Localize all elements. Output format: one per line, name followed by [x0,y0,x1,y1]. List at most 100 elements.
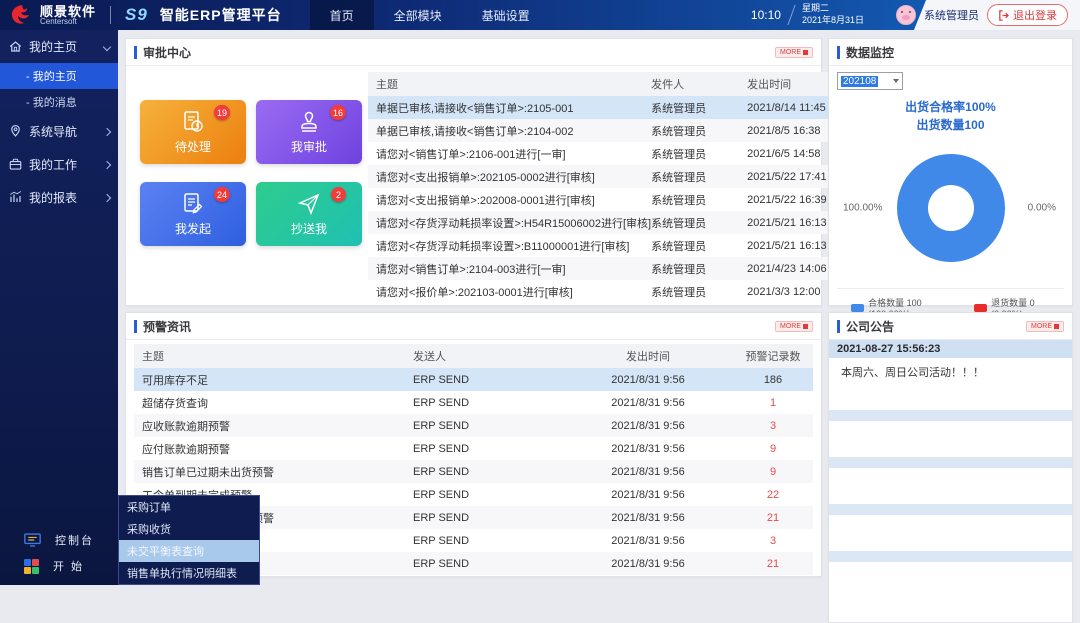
approval-table-row[interactable]: 请您对<支出报销单>:202008-0001进行[审核] 系统管理员 2021/… [368,188,851,211]
approval-table-row[interactable]: 单据已审核,请接收<销售订单>:2104-002 系统管理员 2021/8/5 … [368,119,851,142]
approval-table-row[interactable]: 请您对<存货浮动耗损率设置>:H54R15006002进行[审核] 系统管理员 … [368,211,851,234]
donut-chart: 100.00% 0.00% [837,138,1064,278]
chevron-right-icon [103,193,111,201]
logo-divider [110,6,111,24]
announcement-content[interactable]: 本周六、周日公司活动！！！ [829,358,1072,406]
current-date: 2021年8月31日 [802,15,864,27]
period-select[interactable]: 202108 [837,72,903,90]
start-icon [24,559,39,574]
donut-right-label: 0.00% [1028,203,1056,214]
brand-name: 顺景软件 [40,5,96,18]
sidebar-subitem-my-messages[interactable]: - 我的消息 [0,89,118,115]
announcements-panel: 公司公告 MORE 2021-08-27 15:56:23 本周六、周日公司活动… [828,312,1073,623]
top-header: 顺景软件 Centersoft S9 智能ERP管理平台 首页 全部模块 基础设… [0,0,1080,30]
tile-my-approvals[interactable]: 我审批 16 [256,100,362,164]
badge-count: 2 [331,187,346,202]
tile-pending[interactable]: 待处理 19 [140,100,246,164]
more-button[interactable]: MORE [1026,321,1064,332]
sidebar-taskbar: 控制台 开 始 [0,527,118,579]
brand-logo: 顺景软件 Centersoft S9 智能ERP管理平台 [0,3,282,27]
popup-menu-item[interactable]: 销售单执行情况明细表 [119,562,259,584]
more-button[interactable]: MORE [775,321,813,332]
platform-title: 智能ERP管理平台 [160,5,282,25]
data-monitor-panel: 数据监控 202108 出货合格率100% 出货数量100 100.00% 0.… [828,38,1073,306]
sidebar-item-my-reports[interactable]: 我的报表 [0,181,118,214]
approval-center-panel: 审批中心 MORE 待处理 19 [125,38,822,306]
document-clock-icon [180,109,206,135]
more-icon [803,324,808,329]
logout-button[interactable]: 退出登录 [987,4,1068,26]
popup-menu-item[interactable]: 未交平衡表查询 [119,540,259,562]
sidebar-subitem-my-home[interactable]: - 我的主页 [0,63,118,89]
panel-accent [134,320,137,333]
user-area: 系统管理员 退出登录 [896,0,1080,30]
header-bar: 顺景软件 Centersoft S9 智能ERP管理平台 首页 全部模块 基础设… [0,0,898,30]
panel-title: 审批中心 [143,44,191,61]
time-divider [787,5,795,25]
announcement-empty-slot [829,410,1072,421]
nav-tab-settings[interactable]: 基础设置 [462,0,550,30]
pass-rate-stat: 出货合格率100% [837,98,1064,116]
donut-ring [897,154,1005,262]
nav-tab-home[interactable]: 首页 [310,0,374,30]
warnings-table-row[interactable]: 超储存货查询 ERP SEND 2021/8/31 9:56 1 [134,391,813,414]
badge-count: 19 [214,105,230,120]
nav-tab-modules[interactable]: 全部模块 [374,0,462,30]
paper-plane-icon [296,191,322,217]
approval-table-row[interactable]: 单据已审核,请接收<销售订单>:2105-001 系统管理员 2021/8/14… [368,96,851,119]
approval-table-row[interactable]: 请您对<报价单>:202103-0001进行[审核] 系统管理员 2021/3/… [368,280,851,303]
badge-count: 24 [214,187,230,202]
announcement-empty-slot [829,504,1072,515]
panel-accent [837,46,840,59]
sidebar-item-my-home[interactable]: 我的主页 [0,30,118,63]
more-icon [1054,324,1059,329]
quick-menu-popup: 采购订单 采购收货 未交平衡表查询 销售单执行情况明细表 [118,495,260,585]
warnings-table-row[interactable]: 应付账款逾期预警 ERP SEND 2021/8/31 9:56 9 [134,437,813,460]
console-button[interactable]: 控制台 [0,527,118,553]
start-button[interactable]: 开 始 [0,553,118,579]
legend-swatch-red [974,304,987,312]
approval-table-row[interactable]: 请您对<存货浮动耗损率设置>:B11000001进行[审核] 系统管理员 202… [368,234,851,257]
warnings-table-header: 主题 发送人 发出时间 预警记录数 [134,344,813,368]
centersoft-logo-icon [8,3,34,27]
chevron-right-icon [103,160,111,168]
document-edit-icon [180,191,206,217]
approval-table: 主题 发件人 发出时间 单据已审核,请接收<销售订单>:2105-001 系统管… [368,72,865,303]
main-content: 审批中心 MORE 待处理 19 [118,30,1080,585]
panel-accent [134,46,137,59]
legend-swatch-blue [851,304,864,312]
popup-menu-item[interactable]: 采购收货 [119,518,259,540]
current-time: 10:10 [751,8,781,22]
approval-tiles: 待处理 19 我审批 16 [140,100,362,303]
approval-table-row[interactable]: 请您对<销售订单>:2106-001进行[一审] 系统管理员 2021/6/5 … [368,142,851,165]
panel-title: 预警资讯 [143,318,191,335]
panel-title: 数据监控 [846,44,894,61]
chevron-down-icon [103,42,111,50]
shipment-qty-stat: 出货数量100 [837,116,1064,134]
warnings-table-row[interactable]: 销售订单已过期未出货预警 ERP SEND 2021/8/31 9:56 9 [134,460,813,483]
brand-subtitle: Centersoft [40,18,96,26]
stamp-icon [296,109,322,135]
sidebar-item-system-nav[interactable]: 系统导航 [0,115,118,148]
tile-initiated-by-me[interactable]: 我发起 24 [140,182,246,246]
logout-icon [998,10,1009,21]
approval-table-header: 主题 发件人 发出时间 [368,72,851,96]
briefcase-icon [8,157,23,172]
username: 系统管理员 [924,7,979,23]
more-icon [803,50,808,55]
more-button[interactable]: MORE [775,47,813,58]
warnings-table-row[interactable]: 应收账款逾期预警 ERP SEND 2021/8/31 9:56 3 [134,414,813,437]
approval-table-row[interactable]: 请您对<销售订单>:2104-003进行[一审] 系统管理员 2021/4/23… [368,257,851,280]
chart-icon [8,190,23,205]
approval-table-row[interactable]: 请您对<支出报销单>:202105-0002进行[审核] 系统管理员 2021/… [368,165,851,188]
weekday: 星期二 [802,3,864,15]
announcement-empty-slot [829,551,1072,562]
home-icon [8,39,23,54]
user-avatar[interactable] [896,5,916,25]
badge-count: 16 [330,105,346,120]
sidebar-item-my-work[interactable]: 我的工作 [0,148,118,181]
popup-menu-item[interactable]: 采购订单 [119,496,259,518]
tile-cc-to-me[interactable]: 抄送我 2 [256,182,362,246]
warnings-table-row[interactable]: 可用库存不足 ERP SEND 2021/8/31 9:56 186 [134,368,813,391]
chevron-down-icon [893,79,899,83]
